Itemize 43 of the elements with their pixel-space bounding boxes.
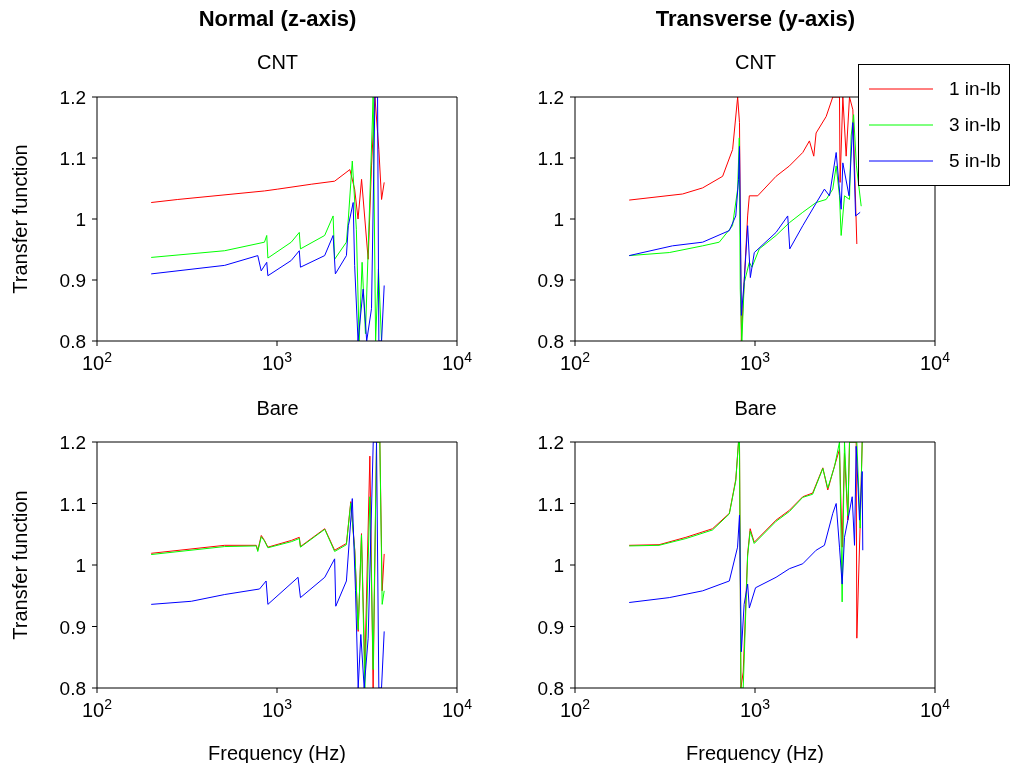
y-tick-label: 1.1: [537, 148, 564, 169]
chart-title: Bare: [733, 397, 778, 420]
y-tick-label: 0.9: [537, 270, 564, 291]
chart-subtitle: CNT: [733, 51, 778, 74]
y-tick-label: 1.1: [59, 148, 86, 169]
x-tick-label: 10$^{4}$: [441, 696, 473, 721]
legend-label: 5 in-lb: [949, 150, 1001, 172]
chart-title: Normal (z-axis): [197, 6, 358, 32]
x-tick-label: 10$^{3}$: [739, 696, 771, 721]
x-tick-label: 10$^{2}$: [81, 349, 113, 374]
legend-label: 3 in-lb: [949, 114, 1001, 136]
y-tick-label: 1: [553, 209, 564, 230]
y-tick-label: 1: [75, 209, 86, 230]
x-tick-label: 10$^{4}$: [441, 349, 473, 374]
x-tick-label: 10$^{4}$: [919, 696, 951, 721]
x-tick-label: 10$^{3}$: [739, 349, 771, 374]
y-tick-label: 0.9: [537, 616, 564, 638]
y-tick-label: 0.8: [537, 678, 564, 699]
y-tick-label: 0.8: [59, 331, 86, 352]
x-tick-label: 10$^{2}$: [559, 349, 591, 374]
y-tick-label: 1: [553, 555, 564, 576]
y-tick-label: 1.1: [59, 493, 86, 515]
y-tick-label: 0.8: [537, 331, 564, 352]
y-tick-label: 1.1: [537, 493, 564, 515]
y-axis-title: Transfer function: [9, 144, 32, 294]
x-tick-label: 10$^{3}$: [261, 696, 293, 721]
y-axis-title: Transfer function: [9, 490, 32, 640]
legend-label: 1 in-lb: [949, 78, 1001, 100]
y-tick-label: 1.2: [59, 87, 86, 108]
y-tick-label: 0.9: [59, 270, 86, 291]
x-tick-label: 10$^{4}$: [919, 349, 951, 374]
y-tick-label: 1.2: [59, 432, 86, 453]
x-tick-label: 10$^{2}$: [559, 696, 591, 721]
x-tick-label: 10$^{3}$: [261, 349, 293, 374]
x-tick-label: 10$^{2}$: [81, 696, 113, 721]
chart-title: Bare: [255, 397, 300, 420]
y-tick-label: 1.2: [537, 432, 564, 453]
y-tick-label: 0.8: [59, 678, 86, 699]
chart-subtitle: CNT: [255, 51, 300, 74]
chart-title: Transverse (y-axis): [654, 6, 857, 32]
y-tick-label: 1.2: [537, 87, 564, 108]
y-tick-label: 1: [75, 555, 86, 576]
y-tick-label: 0.9: [59, 616, 86, 638]
